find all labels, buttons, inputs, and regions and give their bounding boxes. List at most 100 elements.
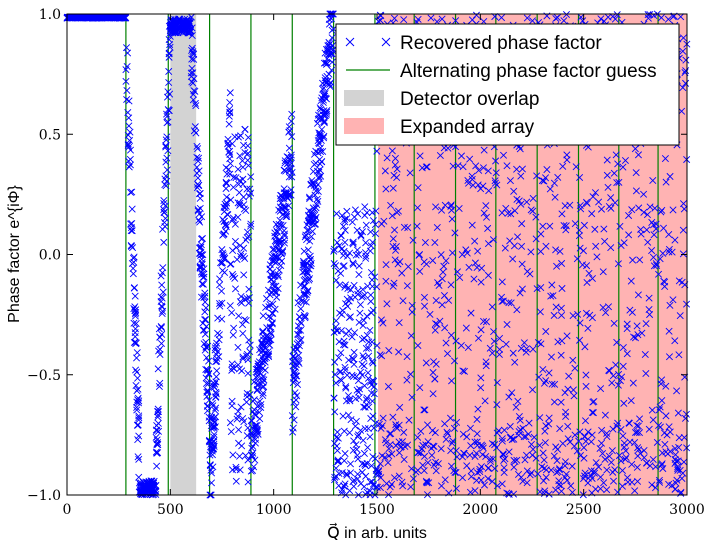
scatter-point	[453, 418, 461, 426]
scatter-point	[322, 79, 330, 87]
scatter-point	[459, 430, 467, 438]
scatter-point	[223, 193, 231, 201]
scatter-point	[161, 214, 169, 222]
scatter-point	[407, 483, 415, 491]
scatter-point	[466, 488, 474, 496]
scatter-point	[620, 399, 628, 407]
scatter-point	[346, 249, 354, 257]
scatter-point	[294, 381, 302, 389]
scatter-point	[530, 433, 538, 441]
scatter-point	[662, 382, 670, 390]
scatter-point	[129, 244, 137, 252]
scatter-point	[467, 473, 475, 481]
scatter-point	[203, 354, 211, 362]
scatter-point	[206, 451, 214, 459]
scatter-point	[634, 422, 642, 430]
scatter-point	[373, 341, 381, 350]
scatter-point	[619, 362, 627, 370]
scatter-point	[325, 70, 333, 78]
scatter-point	[253, 427, 261, 435]
scatter-point	[371, 221, 379, 229]
scatter-point	[491, 177, 499, 185]
scatter-point	[392, 421, 400, 429]
scatter-point	[416, 152, 424, 160]
y-tick-label: −0.5	[27, 368, 61, 384]
scatter-point	[458, 251, 466, 259]
scatter-point	[514, 397, 522, 405]
scatter-point	[486, 455, 494, 463]
scatter-point	[473, 415, 481, 423]
scatter-point	[452, 337, 460, 345]
scatter-point	[163, 93, 171, 101]
scatter-point	[452, 17, 460, 25]
scatter-point	[388, 212, 396, 220]
scatter-point	[643, 226, 651, 234]
scatter-point	[218, 259, 226, 267]
scatter-point	[525, 419, 533, 427]
scatter-point	[648, 247, 656, 255]
scatter-point	[444, 144, 452, 152]
scatter-point	[187, 13, 195, 21]
scatter-point	[424, 459, 432, 467]
scatter-point	[631, 439, 639, 447]
scatter-point	[230, 324, 238, 332]
scatter-point	[546, 222, 554, 230]
scatter-point	[283, 212, 291, 220]
scatter-point	[306, 195, 314, 203]
scatter-point	[160, 206, 168, 214]
scatter-point	[477, 384, 485, 392]
scatter-point	[404, 263, 412, 271]
scatter-point	[433, 223, 441, 231]
scatter-point	[680, 205, 688, 213]
scatter-point	[354, 377, 362, 385]
scatter-point	[200, 265, 208, 273]
scatter-point	[527, 248, 535, 256]
scatter-point	[611, 199, 619, 207]
scatter-point	[422, 477, 430, 485]
scatter-point	[189, 79, 197, 87]
scatter-point	[674, 465, 682, 473]
scatter-point	[432, 297, 440, 305]
scatter-point	[211, 406, 219, 414]
scatter-point	[134, 453, 142, 461]
scatter-point	[489, 236, 497, 244]
scatter-point	[290, 416, 298, 424]
scatter-point	[300, 276, 308, 285]
scatter-point	[209, 379, 217, 387]
region-detector-overlap	[170, 14, 197, 495]
scatter-point	[389, 184, 397, 192]
scatter-point	[346, 460, 355, 468]
scatter-point	[370, 390, 378, 398]
scatter-point	[157, 324, 166, 332]
scatter-point	[305, 226, 313, 234]
scatter-point	[345, 411, 353, 419]
scatter-point	[545, 414, 553, 422]
scatter-point	[615, 452, 623, 460]
scatter-point	[383, 480, 391, 488]
scatter-point	[403, 376, 411, 384]
scatter-point	[506, 422, 514, 430]
scatter-point	[195, 216, 203, 224]
scatter-point	[242, 452, 250, 460]
scatter-point	[613, 11, 621, 19]
scatter-point	[124, 141, 132, 149]
scatter-point	[400, 428, 408, 436]
scatter-point	[341, 238, 349, 246]
scatter-point	[659, 249, 667, 257]
scatter-point	[162, 142, 170, 150]
scatter-point	[323, 55, 331, 63]
scatter-point	[484, 475, 492, 483]
scatter-point	[241, 295, 249, 303]
scatter-point	[421, 238, 429, 247]
scatter-point	[552, 15, 560, 23]
scatter-point	[280, 166, 288, 174]
scatter-point	[281, 203, 289, 211]
scatter-point	[180, 24, 188, 32]
scatter-point	[591, 225, 599, 233]
scatter-point	[236, 298, 244, 306]
scatter-point	[382, 185, 390, 193]
scatter-point	[656, 423, 664, 431]
scatter-point	[509, 349, 517, 357]
scatter-point	[188, 24, 196, 32]
scatter-point	[620, 439, 628, 447]
